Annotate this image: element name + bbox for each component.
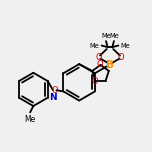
- Text: Me: Me: [121, 43, 130, 48]
- Text: B: B: [106, 60, 114, 69]
- Text: Me: Me: [24, 115, 35, 124]
- Text: O: O: [91, 77, 98, 86]
- Text: Me: Me: [109, 33, 119, 39]
- Text: Me: Me: [101, 33, 111, 39]
- Text: O: O: [51, 86, 58, 95]
- Text: O: O: [96, 53, 102, 62]
- Text: Me: Me: [90, 43, 99, 48]
- Text: O: O: [96, 60, 103, 69]
- Text: N: N: [49, 93, 57, 102]
- Text: O: O: [118, 53, 124, 62]
